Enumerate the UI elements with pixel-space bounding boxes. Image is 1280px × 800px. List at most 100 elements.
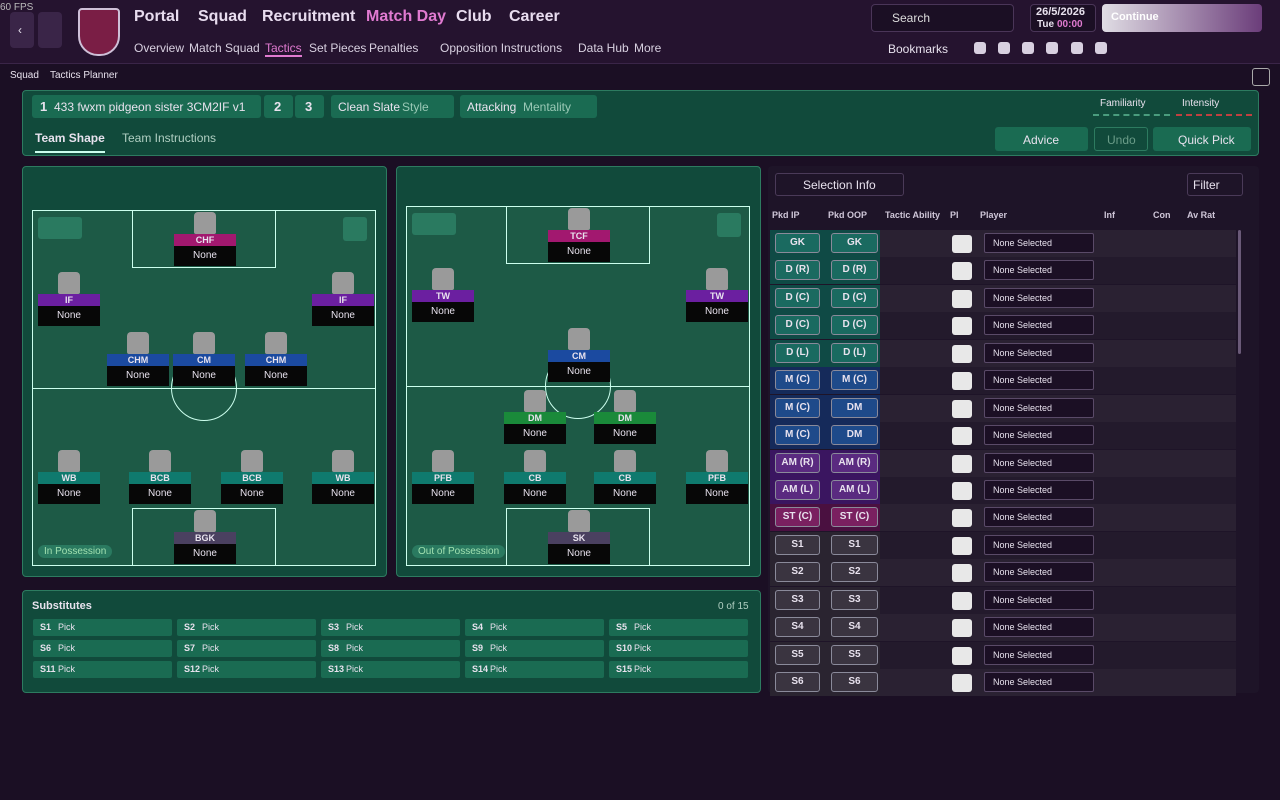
advice-button[interactable] — [995, 127, 1088, 151]
sub-id[interactable]: S11 — [40, 664, 56, 674]
player-select[interactable]: None Selected — [993, 567, 1053, 578]
pkd-ip[interactable]: D (R) — [775, 260, 820, 281]
pkd-oop[interactable]: S2 — [831, 562, 878, 583]
pkd-oop[interactable]: ST (C) — [831, 507, 878, 528]
player-select[interactable]: None Selected — [993, 402, 1053, 413]
player-select[interactable]: None Selected — [993, 238, 1053, 248]
sub-id[interactable]: S9 — [472, 643, 484, 653]
pkd-oop[interactable]: S3 — [831, 589, 878, 610]
pkd-ip[interactable]: M (C) — [775, 370, 820, 391]
close-button[interactable] — [1252, 68, 1270, 86]
pkd-ip[interactable]: S1 — [775, 534, 820, 555]
sub-pick[interactable]: Pick — [58, 664, 76, 674]
player-name[interactable]: None — [174, 544, 236, 564]
sub-pick[interactable]: Pick — [346, 664, 364, 674]
sub-nav-item[interactable]: Opposition Instructions — [440, 41, 563, 55]
view-toggle[interactable] — [412, 213, 456, 235]
mentality-dropdown[interactable] — [460, 95, 597, 118]
player-name[interactable]: None — [107, 366, 169, 386]
slot-button[interactable] — [295, 95, 324, 118]
player-dropdown[interactable] — [984, 370, 1094, 391]
pkd-ip[interactable]: S2 — [775, 562, 820, 583]
selection-info[interactable]: Selection Info — [803, 178, 876, 192]
sub-slot[interactable] — [33, 619, 172, 636]
player-name[interactable]: None — [412, 484, 474, 504]
sub-pick[interactable]: Pick — [202, 643, 220, 653]
bookmark-icon[interactable] — [1071, 42, 1083, 54]
sub-slot[interactable] — [321, 619, 460, 636]
back-button[interactable] — [10, 12, 34, 48]
sub-nav-item[interactable]: Data Hub — [578, 41, 629, 55]
pi-button[interactable] — [952, 591, 972, 610]
sub-id[interactable]: S7 — [184, 643, 196, 653]
pi-button[interactable] — [952, 509, 972, 528]
main-nav-item[interactable]: Recruitment — [262, 8, 356, 25]
sub-id[interactable]: S1 — [40, 622, 52, 632]
pkd-oop[interactable]: AM (R) — [831, 452, 878, 473]
tactic-dropdown[interactable] — [32, 95, 261, 118]
pkd-oop[interactable]: DM — [831, 425, 878, 446]
sub-pick[interactable]: Pick — [490, 622, 508, 632]
sub-id[interactable]: S12 — [184, 664, 201, 674]
main-nav-item[interactable]: Portal — [134, 8, 180, 25]
player-dropdown[interactable] — [984, 260, 1094, 281]
role-label[interactable]: CM — [173, 354, 235, 366]
sub-pick[interactable]: Pick — [202, 664, 220, 674]
sub-pick[interactable]: Pick — [490, 664, 508, 674]
sub-pick[interactable]: Pick — [346, 622, 364, 632]
filter[interactable]: Filter — [1193, 178, 1220, 192]
slot-number[interactable]: 2 — [274, 99, 282, 114]
bookmark-icon[interactable] — [974, 42, 986, 54]
pi-button[interactable] — [952, 427, 972, 446]
pkd-ip[interactable]: D (C) — [775, 287, 820, 308]
player-select[interactable]: None Selected — [993, 649, 1053, 660]
pkd-oop[interactable]: D (L) — [831, 342, 878, 363]
pkd-oop[interactable]: M (C) — [831, 370, 878, 391]
pi-button[interactable] — [952, 481, 972, 500]
pi-button[interactable] — [952, 619, 972, 638]
view-toggle[interactable] — [38, 217, 82, 239]
bookmark-icon[interactable] — [1046, 42, 1058, 54]
player-dropdown[interactable] — [984, 342, 1094, 363]
player-select[interactable]: None Selected — [993, 292, 1053, 303]
player-dropdown[interactable] — [984, 644, 1094, 665]
player-select[interactable]: None Selected — [993, 430, 1053, 441]
player-name[interactable]: None — [38, 484, 100, 504]
sub-id[interactable]: S2 — [184, 622, 196, 632]
undo-button[interactable] — [1094, 127, 1148, 151]
sub-slot[interactable] — [177, 661, 316, 678]
role-label[interactable]: PFB — [412, 472, 474, 484]
player-name[interactable]: None — [312, 484, 374, 504]
pkd-oop[interactable]: DM — [831, 397, 878, 418]
sub-pick[interactable]: Pick — [490, 643, 508, 653]
player-name[interactable]: None — [174, 246, 236, 266]
pkd-oop[interactable]: S6 — [831, 672, 878, 693]
player-select[interactable]: None Selected — [993, 457, 1053, 468]
sub-pick[interactable]: Pick — [634, 643, 652, 653]
role-label[interactable]: CB — [504, 472, 566, 484]
pi-button[interactable] — [952, 399, 972, 418]
player-select[interactable]: None Selected — [993, 484, 1053, 495]
role-label[interactable]: CM — [548, 350, 610, 362]
player-name[interactable]: None — [38, 306, 100, 326]
role-label[interactable]: PFB — [686, 472, 748, 484]
player-dropdown[interactable] — [984, 589, 1094, 610]
role-label[interactable]: IF — [38, 294, 100, 306]
sub-slot[interactable] — [465, 640, 604, 657]
search-box[interactable] — [871, 4, 1014, 32]
slot-number[interactable]: 3 — [305, 99, 313, 114]
sub-nav-item[interactable]: Tactics — [265, 41, 302, 57]
sub-id[interactable]: S3 — [328, 622, 340, 632]
pkd-ip[interactable]: GK — [775, 233, 820, 253]
player-name[interactable]: None — [686, 302, 748, 322]
player-dropdown[interactable] — [984, 617, 1094, 638]
formation-button[interactable] — [717, 213, 741, 237]
pkd-ip[interactable]: D (L) — [775, 342, 820, 363]
role-label[interactable]: TCF — [548, 230, 610, 242]
player-select[interactable]: None Selected — [993, 539, 1053, 550]
pi-button[interactable] — [952, 344, 972, 363]
player-name[interactable]: None — [548, 544, 610, 564]
pkd-ip[interactable]: S6 — [775, 672, 820, 693]
sub-slot[interactable] — [321, 640, 460, 657]
sub-pick[interactable]: Pick — [58, 643, 76, 653]
